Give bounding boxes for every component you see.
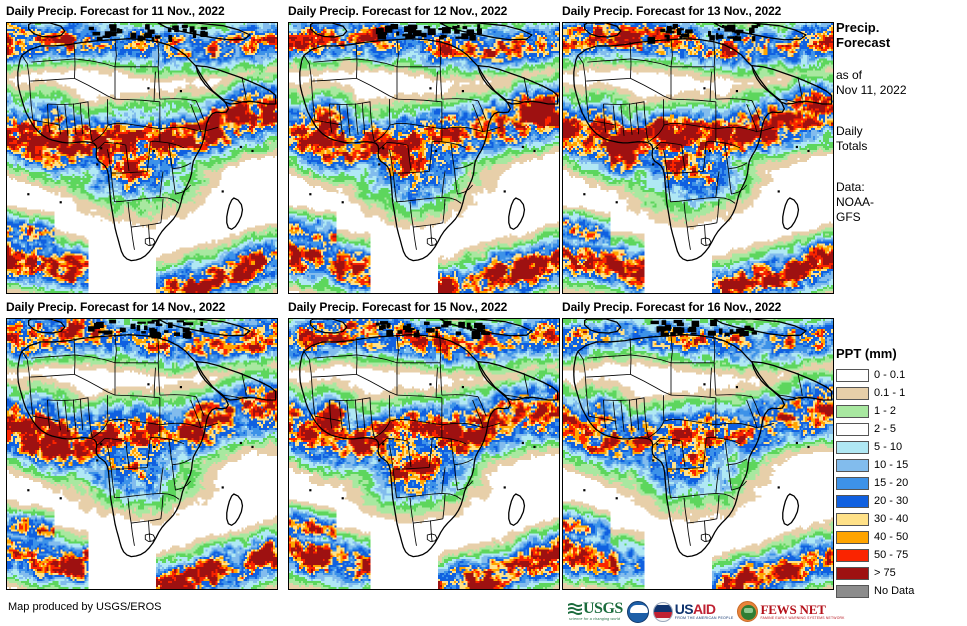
as-of-label: as of bbox=[836, 68, 863, 82]
legend-label: 50 - 75 bbox=[874, 549, 909, 561]
legend-label: 30 - 40 bbox=[874, 513, 909, 525]
legend-item: 15 - 20 bbox=[836, 474, 964, 492]
panel-title: Daily Precip. Forecast for 16 Nov., 2022 bbox=[562, 300, 782, 314]
legend-item: 1 - 2 bbox=[836, 402, 964, 420]
legend-label: 15 - 20 bbox=[874, 477, 909, 489]
legend-title: PPT (mm) bbox=[836, 346, 897, 361]
legend-item: No Data bbox=[836, 582, 964, 600]
africa-precip-map bbox=[563, 319, 833, 589]
panel-map[interactable] bbox=[562, 22, 834, 294]
legend-label: No Data bbox=[874, 585, 915, 597]
panel-map[interactable] bbox=[6, 318, 278, 590]
as-of-date: Nov 11, 2022 bbox=[836, 83, 907, 97]
usgs-tagline: science for a changing world bbox=[569, 617, 621, 621]
africa-precip-map bbox=[289, 319, 559, 589]
legend-rows: 0 - 0.1 0.1 - 1 1 - 2 2 - 5 5 - 10 10 - 15 15 … bbox=[836, 366, 964, 600]
legend-swatch bbox=[836, 440, 869, 454]
legend-swatch bbox=[836, 422, 869, 436]
legend-label: > 75 bbox=[874, 567, 896, 579]
legend-swatch bbox=[836, 512, 869, 526]
usgs-logo[interactable]: USGS science for a changing world bbox=[568, 600, 623, 624]
usaid-wordmark: USAID bbox=[674, 601, 716, 618]
usaid-logo[interactable]: USAID FROM THE AMERICAN PEOPLE bbox=[652, 600, 734, 624]
legend-swatch bbox=[836, 368, 869, 382]
legend-item: 0 - 0.1 bbox=[836, 366, 964, 384]
partner-logos: USGS science for a changing world USAID … bbox=[568, 599, 845, 624]
legend-item: > 75 bbox=[836, 564, 964, 582]
legend-swatch bbox=[836, 548, 869, 562]
legend-item: 0.1 - 1 bbox=[836, 384, 964, 402]
legend-label: 5 - 10 bbox=[874, 441, 903, 453]
legend-swatch bbox=[836, 476, 869, 490]
panel-map[interactable] bbox=[288, 318, 560, 590]
data-source-line1: NOAA- bbox=[836, 195, 875, 209]
legend-item: 2 - 5 bbox=[836, 420, 964, 438]
legend-item: 10 - 15 bbox=[836, 456, 964, 474]
totals-line2: Totals bbox=[836, 139, 868, 153]
panel-title: Daily Precip. Forecast for 13 Nov., 2022 bbox=[562, 4, 782, 18]
legend-item: 30 - 40 bbox=[836, 510, 964, 528]
legend-swatch bbox=[836, 494, 869, 508]
panel-title: Daily Precip. Forecast for 12 Nov., 2022 bbox=[288, 4, 508, 18]
legend-label: 2 - 5 bbox=[874, 423, 897, 435]
noaa-logo[interactable] bbox=[626, 600, 649, 624]
panel-title: Daily Precip. Forecast for 14 Nov., 2022 bbox=[6, 300, 226, 314]
legend-item: 40 - 50 bbox=[836, 528, 964, 546]
noaa-seal-icon bbox=[626, 600, 649, 623]
map-credit: Map produced by USGS/EROS bbox=[8, 601, 162, 613]
legend: PPT (mm) 0 - 0.1 0.1 - 1 1 - 2 2 - 5 5 - 10 1… bbox=[836, 347, 964, 600]
usgs-wave-icon bbox=[568, 603, 582, 615]
africa-precip-map bbox=[289, 23, 559, 293]
panel-title: Daily Precip. Forecast for 15 Nov., 2022 bbox=[288, 300, 508, 314]
fews-globe-icon bbox=[737, 601, 759, 622]
panel-map[interactable] bbox=[6, 22, 278, 294]
legend-swatch bbox=[836, 386, 869, 400]
panel-map[interactable] bbox=[288, 22, 560, 294]
legend-swatch bbox=[836, 458, 869, 472]
africa-precip-map bbox=[7, 319, 277, 589]
data-source-line2: GFS bbox=[836, 210, 861, 224]
info-title-line1: Precip. bbox=[836, 20, 880, 35]
legend-swatch bbox=[836, 566, 869, 580]
legend-item: 20 - 30 bbox=[836, 492, 964, 510]
panel-map[interactable] bbox=[562, 318, 834, 590]
usgs-wordmark: USGS bbox=[583, 600, 623, 617]
legend-item: 5 - 10 bbox=[836, 438, 964, 456]
legend-swatch bbox=[836, 584, 869, 598]
legend-label: 10 - 15 bbox=[874, 459, 909, 471]
totals-line1: Daily bbox=[836, 124, 863, 138]
legend-label: 1 - 2 bbox=[874, 405, 897, 417]
legend-label: 20 - 30 bbox=[874, 495, 909, 507]
info-title-line2: Forecast bbox=[836, 35, 891, 50]
legend-swatch bbox=[836, 404, 869, 418]
legend-label: 0 - 0.1 bbox=[874, 369, 906, 381]
africa-precip-map bbox=[563, 23, 833, 293]
legend-label: 0.1 - 1 bbox=[874, 387, 906, 399]
fews-tagline: FAMINE EARLY WARNING SYSTEMS NETWORK bbox=[760, 615, 845, 620]
panel-title: Daily Precip. Forecast for 11 Nov., 2022 bbox=[6, 4, 225, 18]
legend-item: 50 - 75 bbox=[836, 546, 964, 564]
fews-logo[interactable]: FEWS NET FAMINE EARLY WARNING SYSTEMS NE… bbox=[737, 600, 844, 624]
usaid-tagline: FROM THE AMERICAN PEOPLE bbox=[674, 616, 734, 621]
legend-label: 40 - 50 bbox=[874, 531, 909, 543]
fews-wordmark: FEWS NET bbox=[760, 601, 826, 617]
usaid-seal-icon bbox=[652, 601, 673, 622]
info-column: Precip. Forecast as of Nov 11, 2022 Dail… bbox=[836, 20, 964, 225]
data-label: Data: bbox=[836, 180, 865, 194]
legend-swatch bbox=[836, 530, 869, 544]
africa-precip-map bbox=[7, 23, 277, 293]
